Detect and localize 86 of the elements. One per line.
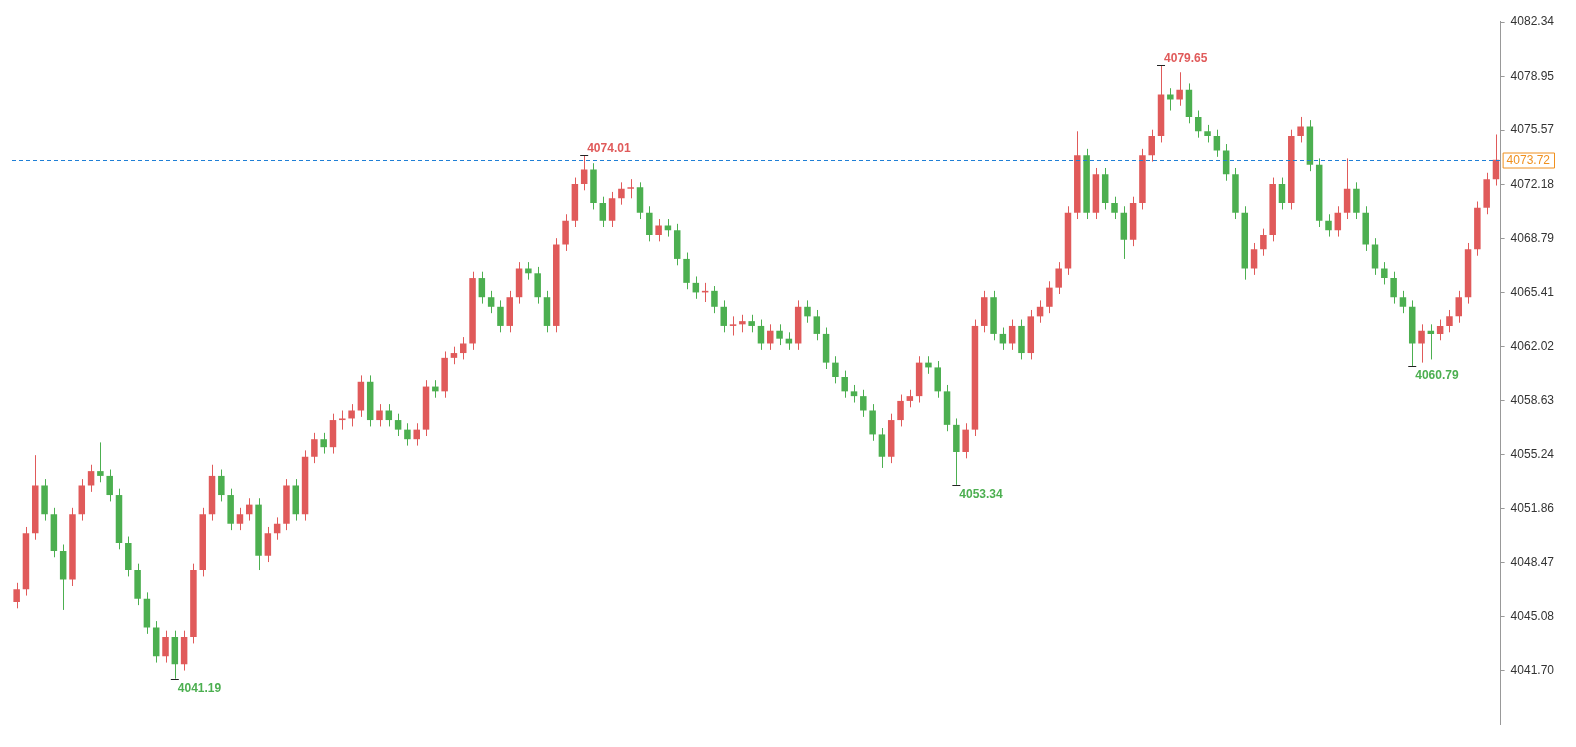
- candlestick: [776, 323, 783, 346]
- candlestick: [1325, 213, 1332, 238]
- candlestick: [376, 403, 383, 427]
- annotation: 4041.19: [177, 680, 222, 695]
- annotation: 4074.01: [587, 140, 631, 155]
- y-tick-label: 4041.70: [1510, 662, 1555, 677]
- candlestick: [711, 285, 718, 314]
- y-tick-label: 4045.08: [1510, 608, 1555, 623]
- candlestick: [1278, 177, 1286, 210]
- candlestick: [459, 336, 467, 360]
- candlestick: [860, 389, 867, 418]
- candlestick: [813, 309, 821, 341]
- annotation: 4053.34: [959, 486, 1004, 501]
- y-tick-label: 4072.18: [1510, 176, 1555, 191]
- candlestick: [1167, 87, 1174, 112]
- candlestick: [394, 413, 402, 437]
- candlestick: [1250, 242, 1258, 276]
- candlestick: [13, 582, 20, 609]
- candlestick: [320, 432, 327, 455]
- y-tick-label: 4048.47: [1510, 554, 1555, 569]
- candlestick: [413, 422, 420, 447]
- ref-line-label: 4073.72: [1506, 152, 1551, 167]
- candlestick: [218, 469, 225, 502]
- candlestick: [1111, 196, 1118, 220]
- candlestick: [618, 181, 625, 206]
- candlestick: [1390, 271, 1397, 305]
- candlestick: [1148, 129, 1155, 163]
- candlestick: [599, 196, 607, 228]
- candlestick: [1046, 280, 1053, 314]
- candlestick: [729, 315, 737, 337]
- candlestick: [1176, 71, 1183, 107]
- y-tick-label: 4062.02: [1510, 338, 1555, 353]
- candlestick: [683, 252, 690, 290]
- y-tick-label: 4051.86: [1510, 500, 1555, 515]
- annotation: 4079.65: [1164, 50, 1208, 65]
- candlestick: [497, 299, 504, 333]
- candlestick: [1343, 157, 1351, 220]
- candlestick: [1297, 116, 1304, 143]
- candlestick: [1222, 143, 1230, 182]
- candlestick: [487, 290, 495, 314]
- candlestick: [1381, 261, 1388, 285]
- candlestick: [264, 526, 272, 563]
- candlestick: [1260, 228, 1267, 257]
- candlestick: [1399, 290, 1407, 314]
- y-tick-label: 4058.63: [1510, 392, 1555, 407]
- candlestick: [339, 409, 346, 431]
- candlestick: [245, 497, 253, 522]
- candlestick: [897, 394, 904, 427]
- candlestick: [720, 299, 727, 333]
- candlestick: [1418, 323, 1425, 364]
- y-tick-label: 4068.79: [1510, 230, 1555, 245]
- candlestick: [646, 205, 653, 242]
- candlestick: [1446, 309, 1453, 333]
- candlestick: [1436, 319, 1444, 341]
- annotation: 4060.79: [1415, 367, 1459, 382]
- candlestick: [404, 422, 411, 447]
- candlestick: [478, 271, 486, 305]
- candlestick: [97, 441, 104, 483]
- candlestick: [962, 422, 969, 459]
- candlestick: [348, 403, 355, 427]
- candlestick: [162, 630, 169, 664]
- candlestick: [1353, 181, 1360, 220]
- y-tick-label: 4075.57: [1510, 122, 1555, 137]
- y-tick-label: 4055.24: [1510, 446, 1555, 461]
- candlestick: [878, 427, 886, 469]
- candlestick: [562, 213, 569, 252]
- candlestick: [767, 323, 774, 351]
- candlestick: [841, 370, 848, 399]
- y-tick-label: 4082.34: [1510, 14, 1555, 29]
- candlestick: [608, 191, 616, 228]
- candlestick: [1455, 290, 1463, 324]
- candlestick: [385, 403, 393, 427]
- candlestick: [832, 355, 839, 384]
- candlestick: [655, 218, 662, 242]
- candlestick: [311, 432, 318, 464]
- candlestick: [106, 469, 113, 502]
- candlestick: [1194, 110, 1202, 139]
- candlestick: [1055, 261, 1062, 295]
- candlestick: [627, 178, 634, 199]
- candlestick: [934, 360, 941, 399]
- candlestick: [804, 299, 811, 324]
- y-tick-label: 4078.95: [1510, 68, 1555, 83]
- candlestick: [869, 403, 876, 442]
- candlestick: [534, 266, 541, 305]
- candlestick: [236, 507, 244, 531]
- y-tick-label: 4065.41: [1510, 284, 1555, 299]
